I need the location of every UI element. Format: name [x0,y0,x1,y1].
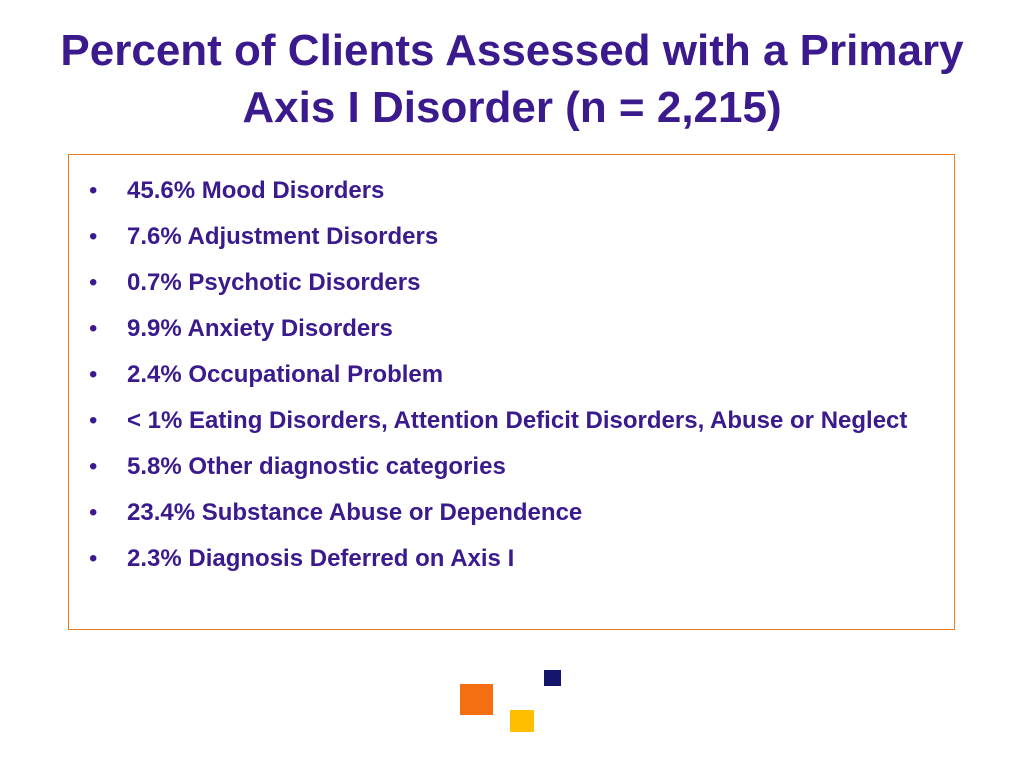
bullet-icon: • [89,407,98,434]
bullet-icon: • [89,361,98,388]
list-item-text: 2.4% Occupational Problem [127,361,444,388]
content-box: • 45.6% Mood Disorders • 7.6% Adjustment D… [68,154,955,630]
list-item: • 0.7% Psychotic Disorders [87,265,937,301]
decorative-navy-square [544,670,561,686]
list-item-text: 45.6% Mood Disorders [127,177,385,204]
bullet-icon: • [89,223,98,250]
list-item-text: 0.7% Psychotic Disorders [127,269,421,296]
list-item: • < 1% Eating Disorders, Attention Defici… [87,403,937,439]
list-item-text: 7.6% Adjustment Disorders [127,223,439,250]
list-item: • 2.4% Occupational Problem [87,357,937,393]
list-item-text: 2.3% Diagnosis Deferred on Axis I [127,545,515,572]
bullet-list: • 45.6% Mood Disorders • 7.6% Adjustment D… [87,173,937,587]
list-item-text: < 1% Eating Disorders, Attention Deficit… [127,407,908,434]
list-item: • 5.8% Other diagnostic categories [87,449,937,485]
list-item-text: 23.4% Substance Abuse or Dependence [127,499,583,526]
slide-title: Percent of Clients Assessed with a Prima… [60,26,964,132]
decorative-yellow-square [510,710,534,732]
list-item: • 7.6% Adjustment Disorders [87,219,937,255]
bullet-icon: • [89,453,98,480]
list-item: • 2.3% Diagnosis Deferred on Axis I [87,541,937,577]
list-item: • 23.4% Substance Abuse or Dependence [87,495,937,531]
decorative-orange-square [460,684,493,715]
bullet-icon: • [89,545,98,572]
bullet-icon: • [89,499,98,526]
list-item-text: 9.9% Anxiety Disorders [127,315,393,342]
bullet-icon: • [89,315,98,342]
bullet-icon: • [89,177,98,204]
bullet-icon: • [89,269,98,296]
list-item: • 9.9% Anxiety Disorders [87,311,937,347]
list-item: • 45.6% Mood Disorders [87,173,937,209]
list-item-text: 5.8% Other diagnostic categories [127,453,506,480]
